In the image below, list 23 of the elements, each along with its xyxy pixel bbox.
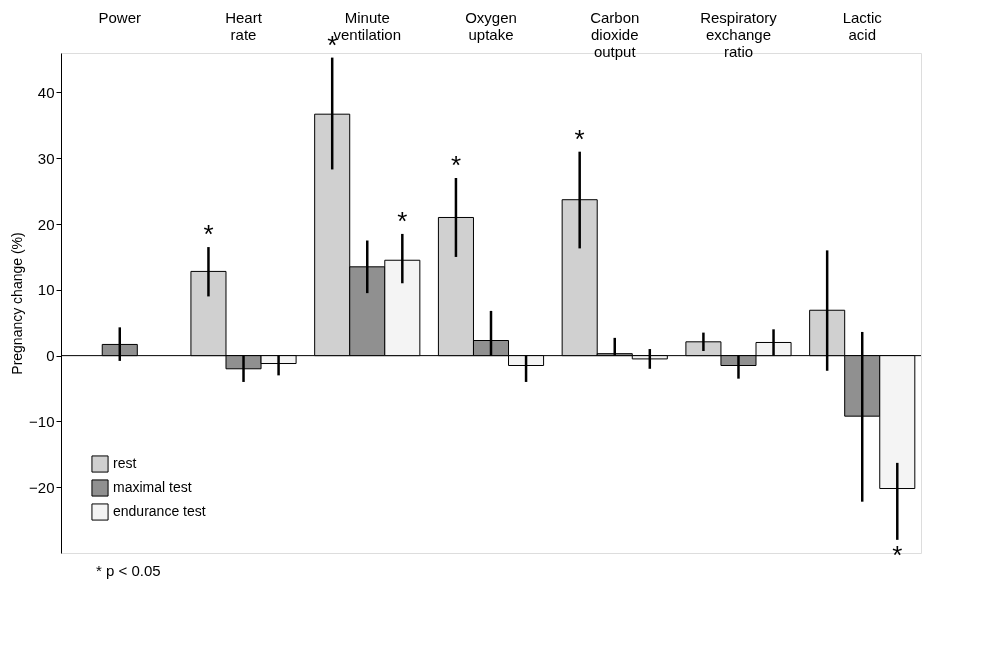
- legend-label: rest: [113, 455, 137, 471]
- text: * p < 0.05: [96, 562, 161, 579]
- data-label: *: [450, 150, 461, 180]
- data-label: *: [892, 539, 903, 570]
- data-label: *: [574, 123, 585, 154]
- data-label: *: [203, 219, 214, 250]
- x-tick-label: Power: [98, 8, 142, 26]
- y-axis-title: Pregnancy change (%): [9, 232, 26, 375]
- y-tick-label: 20: [37, 215, 55, 233]
- x-tick-label: Lactic acid: [842, 8, 883, 43]
- y-tick-label: 30: [37, 149, 55, 167]
- y-tick-label: −10: [29, 412, 55, 430]
- x-tick-label: Carbon dioxide output: [590, 8, 640, 60]
- x-tick-label: Respiratory exchange ratio: [700, 8, 778, 60]
- y-tick-label: 0: [46, 347, 55, 365]
- data-label: *: [397, 205, 408, 236]
- legend-label: endurance test: [113, 503, 206, 519]
- x-tick-label: Oxygen uptake: [465, 8, 517, 43]
- legend-label: maximal test: [113, 479, 192, 495]
- y-tick-label: 10: [37, 281, 55, 299]
- y-tick-label: −20: [29, 478, 55, 496]
- x-tick-label: Heart rate: [225, 8, 263, 43]
- y-tick-label: 40: [37, 83, 55, 101]
